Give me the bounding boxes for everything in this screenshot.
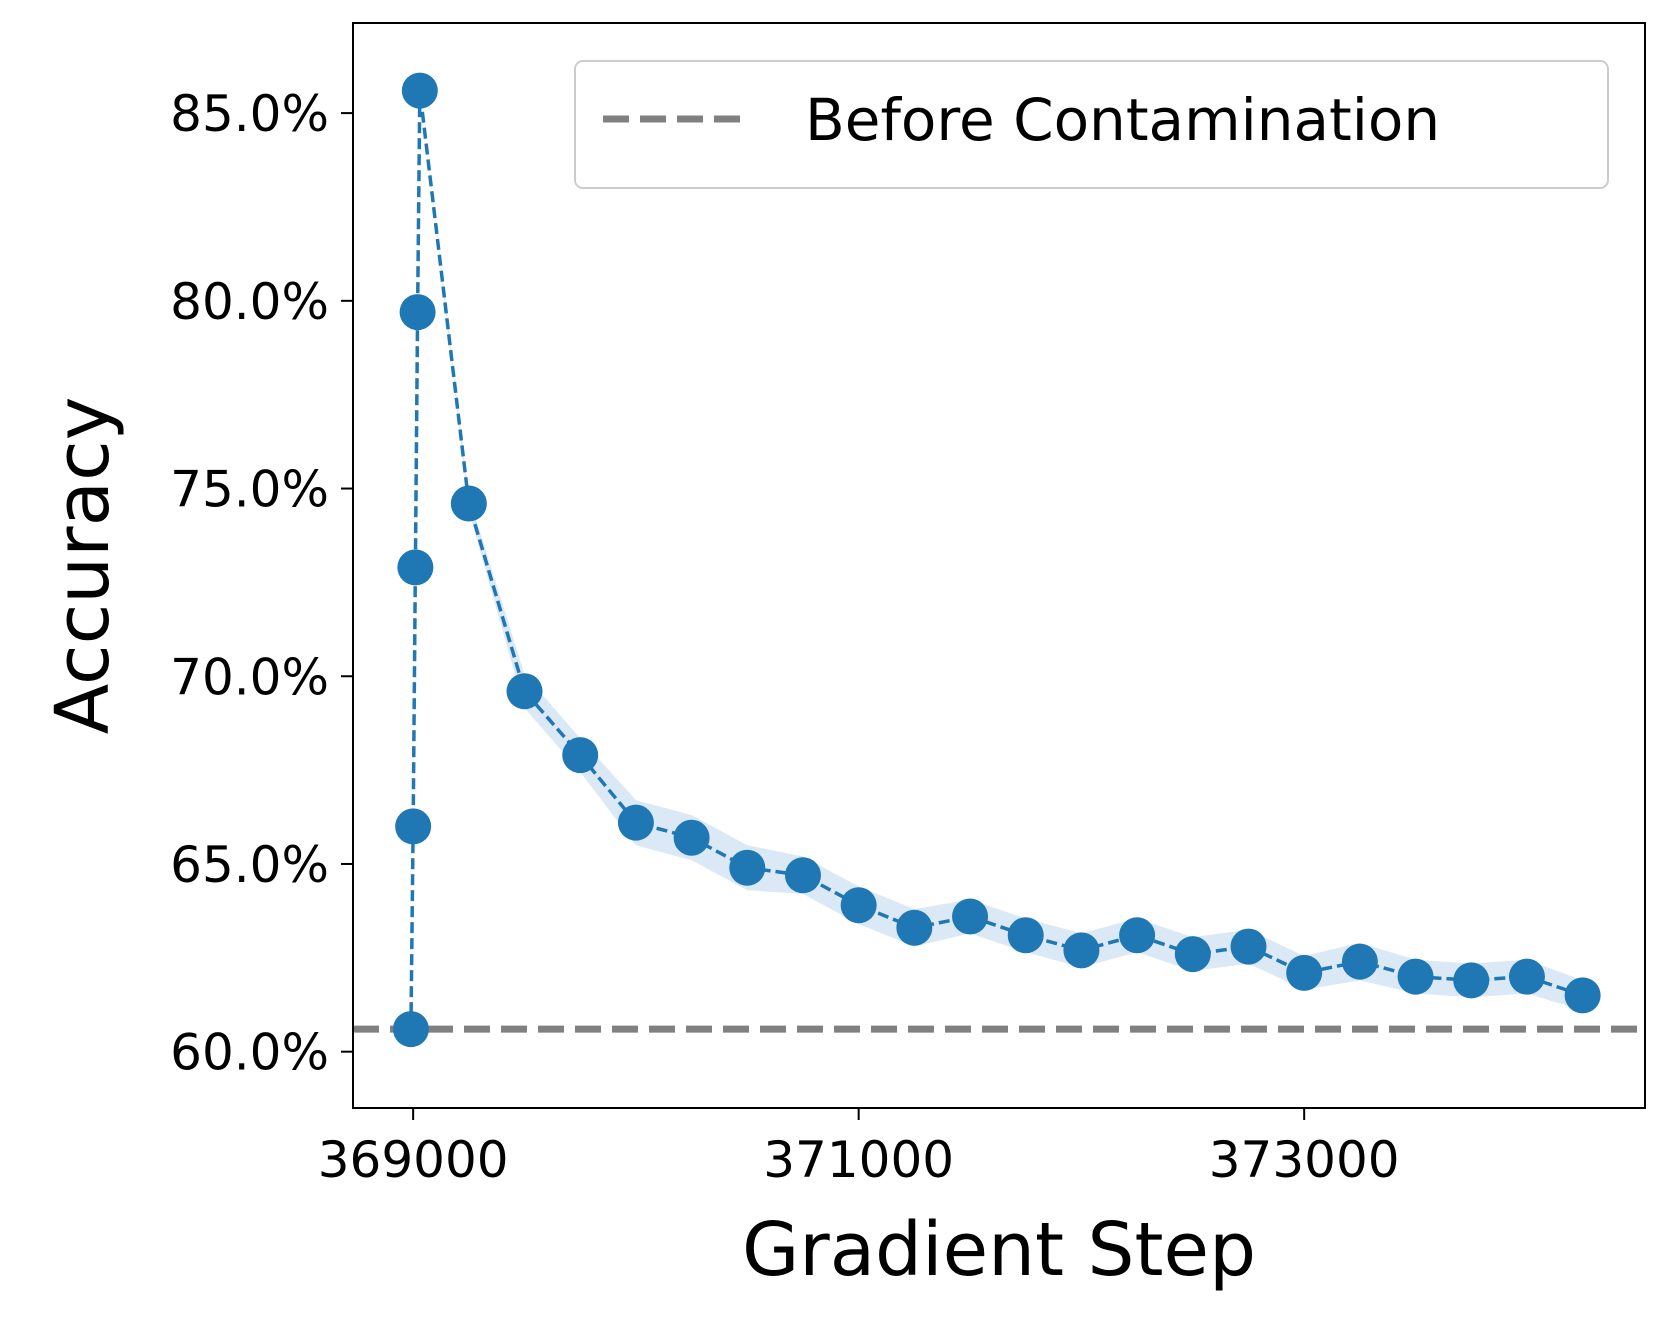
- accuracy-series-line: [409, 88, 1584, 1030]
- data-point: [1063, 932, 1100, 969]
- data-point: [952, 898, 989, 935]
- data-point: [450, 485, 487, 522]
- data-point: [392, 1011, 429, 1048]
- x-tick-label: 371000: [763, 1131, 954, 1189]
- y-tick-label: 85.0%: [170, 85, 329, 143]
- data-point: [896, 909, 933, 946]
- data-point: [673, 819, 710, 856]
- data-point: [617, 804, 654, 841]
- series-line-layer: [409, 88, 1584, 1030]
- data-point: [729, 849, 766, 886]
- data-points-layer: [392, 72, 1601, 1048]
- x-tick-label: 373000: [1209, 1131, 1400, 1189]
- data-point: [1341, 943, 1378, 980]
- legend-label: Before Contamination: [805, 86, 1440, 154]
- x-axis-ticks: 369000 371000 373000: [318, 1108, 1400, 1189]
- y-axis-ticks: 60.0% 65.0% 70.0% 75.0% 80.0% 85.0%: [170, 85, 353, 1082]
- legend: Before Contamination: [574, 60, 1609, 189]
- data-point: [1286, 954, 1323, 991]
- data-point: [1174, 936, 1211, 973]
- y-tick-label: 75.0%: [170, 461, 329, 519]
- data-point: [401, 72, 438, 109]
- data-point: [1508, 958, 1545, 995]
- y-tick-label: 80.0%: [170, 273, 329, 331]
- data-point: [397, 549, 434, 586]
- y-tick-label: 65.0%: [170, 836, 329, 894]
- data-point: [1119, 917, 1156, 954]
- data-point: [1564, 977, 1601, 1014]
- confidence-band-layer: [410, 90, 1583, 1030]
- x-tick-label: 369000: [318, 1131, 509, 1189]
- data-point: [1007, 917, 1044, 954]
- confidence-band: [410, 90, 1583, 1030]
- legend-box: [574, 60, 1609, 189]
- x-axis-label: Gradient Step: [742, 1207, 1256, 1293]
- data-point: [1453, 962, 1490, 999]
- data-point: [506, 673, 543, 710]
- data-point: [784, 857, 821, 894]
- data-point: [399, 294, 436, 331]
- y-tick-label: 60.0%: [170, 1024, 329, 1082]
- data-point: [840, 887, 877, 924]
- plot-frame: [352, 22, 1646, 1109]
- y-tick-label: 70.0%: [170, 648, 329, 706]
- data-point: [395, 808, 432, 845]
- data-point: [1230, 928, 1267, 965]
- data-point: [562, 737, 599, 774]
- data-point: [1397, 958, 1434, 995]
- y-axis-label: Accuracy: [40, 397, 126, 735]
